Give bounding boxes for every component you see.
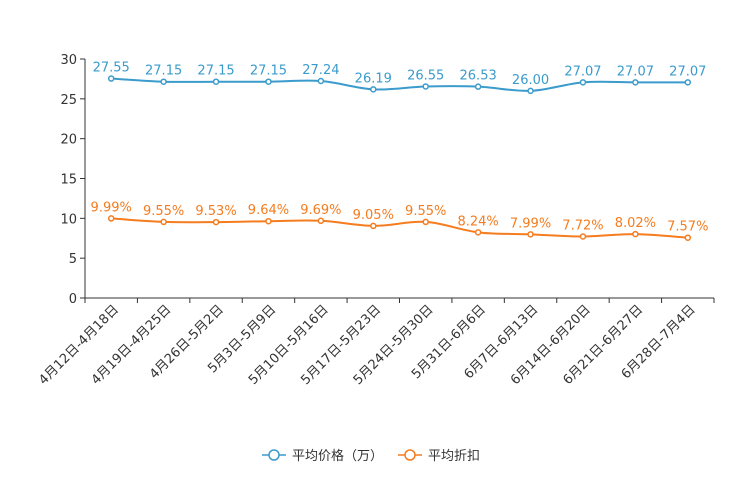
y-tick-label: 10 — [60, 212, 77, 227]
data-label: 8.24% — [457, 214, 498, 229]
data-point[interactable] — [265, 217, 272, 225]
data-point[interactable] — [422, 218, 429, 226]
data-label: 7.57% — [667, 220, 708, 235]
data-point[interactable] — [422, 83, 429, 90]
y-tick-label: 25 — [60, 93, 77, 108]
data-label: 7.72% — [562, 218, 603, 233]
data-point[interactable] — [684, 79, 692, 86]
data-point[interactable] — [212, 78, 220, 85]
data-point[interactable] — [474, 83, 482, 90]
data-label: 9.55% — [143, 204, 184, 219]
data-point[interactable] — [527, 231, 534, 238]
data-point[interactable] — [527, 87, 534, 95]
legend[interactable]: 平均价格（万） 平均折扣 — [262, 448, 480, 464]
data-label: 27.15 — [145, 64, 182, 79]
data-label: 27.07 — [564, 64, 601, 79]
data-point[interactable] — [265, 78, 272, 85]
y-tick-label: 15 — [60, 173, 77, 188]
data-point[interactable] — [579, 79, 587, 86]
data-label: 7.99% — [510, 216, 551, 231]
data-point[interactable] — [317, 217, 325, 225]
legend-item-2[interactable]: 平均折扣 — [398, 449, 480, 464]
data-label: 26.00 — [512, 73, 549, 88]
legend-marker-icon — [404, 449, 416, 461]
data-point[interactable] — [684, 234, 692, 241]
legend-marker-icon — [268, 449, 280, 461]
data-label: 9.53% — [195, 204, 236, 219]
data-point[interactable] — [370, 86, 377, 93]
data-label: 9.64% — [248, 203, 289, 218]
data-point[interactable] — [317, 77, 325, 85]
series-1: 27.55 27.15 27.15 27.15 27.24 26.19 26.55 26.53… — [93, 61, 706, 95]
data-point[interactable] — [632, 79, 639, 86]
data-label: 8.02% — [615, 216, 656, 231]
legend-item-1[interactable]: 平均价格（万） — [262, 448, 383, 464]
legend-label: 平均价格（万） — [292, 448, 383, 464]
data-label: 9.69% — [300, 203, 341, 218]
series-2: 9.99% 9.55% 9.53% 9.64% 9.69% 9.05% 9.55% 8.24%… — [91, 200, 708, 241]
data-point[interactable] — [160, 218, 167, 226]
data-label: 27.24 — [302, 63, 339, 78]
data-label: 27.15 — [250, 64, 287, 79]
data-point[interactable] — [370, 222, 377, 230]
data-label: 9.05% — [353, 208, 394, 223]
data-label: 9.99% — [91, 200, 132, 215]
series-layer: 27.55 27.15 27.15 27.15 27.24 26.19 26.55 26.53… — [91, 61, 708, 241]
data-point[interactable] — [579, 233, 587, 240]
y-tick-label: 30 — [60, 53, 77, 68]
y-tick-label: 20 — [60, 133, 77, 148]
data-label: 27.15 — [197, 64, 234, 79]
data-label: 26.53 — [460, 69, 497, 84]
data-point[interactable] — [107, 215, 115, 222]
data-point[interactable] — [212, 218, 220, 226]
y-tick-label: 0 — [69, 292, 77, 307]
data-point[interactable] — [160, 78, 167, 85]
data-point[interactable] — [632, 230, 639, 238]
data-label: 26.55 — [407, 68, 444, 83]
y-tick-label: 5 — [69, 252, 77, 267]
data-label: 27.07 — [669, 64, 706, 79]
data-point[interactable] — [107, 75, 115, 82]
data-point[interactable] — [474, 229, 482, 236]
data-label: 26.19 — [355, 71, 392, 86]
series-line — [111, 217, 688, 239]
legend-label: 平均折扣 — [428, 449, 480, 464]
data-label: 27.55 — [93, 61, 130, 76]
series-line — [111, 77, 688, 92]
data-label: 9.55% — [405, 204, 446, 219]
data-label: 27.07 — [617, 64, 654, 79]
